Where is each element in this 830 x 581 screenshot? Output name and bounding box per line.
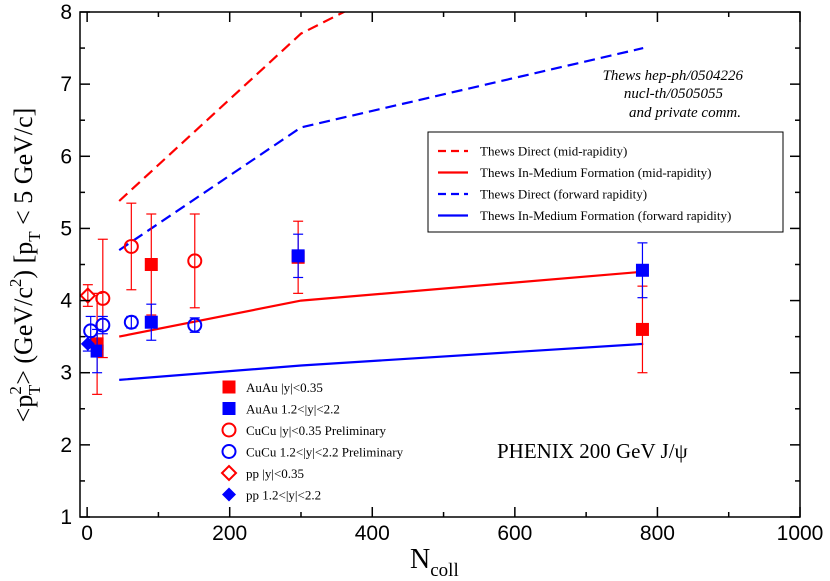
data-marker <box>83 323 99 339</box>
data-legend-label: pp 1.2<|y|<2.2 <box>246 488 321 503</box>
data-marker <box>90 344 104 358</box>
y-axis-label: <p2T> (GeV/c2) [pT < 5 GeV/c] <box>6 108 44 423</box>
data-legend-label: CuCu 1.2<|y|<2.2 Preliminary <box>246 445 404 460</box>
data-legend-label: AuAu |y|<0.35 <box>246 380 323 395</box>
theory-curves <box>118 12 644 381</box>
theory-curve <box>118 12 347 202</box>
data-marker <box>123 314 139 330</box>
svg-text:<p2T> (GeV/c2) [pT < 5 GeV/c]: <p2T> (GeV/c2) [pT < 5 GeV/c] <box>6 108 44 423</box>
y-tick-label: 8 <box>60 1 72 24</box>
x-tick-label: 1000 <box>777 522 824 545</box>
theory-legend-label: Thews In-Medium Formation (forward rapid… <box>480 208 731 223</box>
data-marker <box>222 402 236 415</box>
data-marker <box>123 238 139 254</box>
data-legend: AuAu |y|<0.35 AuAu 1.2<|y|<2.2 CuCu |y|<0.… <box>220 380 404 503</box>
y-tick-label: 6 <box>60 145 72 168</box>
y-tick-label: 7 <box>60 73 72 96</box>
data-legend-label: AuAu 1.2<|y|<2.2 <box>246 402 340 417</box>
data-marker <box>221 422 237 438</box>
theory-curve <box>118 47 644 252</box>
theory-legend-label: Thews Direct (forward rapidity) <box>480 187 647 202</box>
data-marker <box>635 322 649 336</box>
y-tick-label: 5 <box>60 217 72 240</box>
data-marker <box>222 380 236 394</box>
x-tick-label: 0 <box>81 522 93 545</box>
data-legend-label: CuCu |y|<0.35 Preliminary <box>246 423 387 438</box>
y-tick-label: 1 <box>60 506 72 529</box>
x-tick-label: 200 <box>212 522 247 545</box>
theory-legend-label: Thews In-Medium Formation (mid-rapidity) <box>480 165 711 180</box>
data-marker <box>222 487 236 502</box>
data-marker <box>95 317 111 333</box>
x-tick-label: 600 <box>497 522 532 545</box>
y-tick-label: 4 <box>60 290 72 313</box>
data-marker <box>635 263 649 277</box>
theory-legend-box <box>427 131 784 233</box>
annotation-line-2: nucl-th/0505055 <box>624 86 724 102</box>
theory-curve <box>119 342 644 381</box>
data-marker <box>79 287 97 304</box>
x-tick-label: 800 <box>640 522 675 545</box>
data-marker <box>291 249 305 263</box>
data-marker <box>95 290 111 306</box>
data-marker <box>221 444 237 459</box>
experiment-label: PHENIX 200 GeV J/ψ <box>497 439 688 463</box>
x-tick-label: 400 <box>355 522 390 545</box>
data-marker <box>144 258 158 271</box>
data-legend-label: pp |y|<0.35 <box>246 466 304 481</box>
axes: 0 200 400 600 800 1000 1 2 3 4 5 6 7 8 <box>60 1 823 545</box>
data-marker <box>220 464 238 482</box>
y-tick-label: 2 <box>60 434 72 457</box>
data-marker <box>80 336 95 351</box>
data-marker <box>187 317 203 333</box>
theory-legend: Thews Direct (mid-rapidity) Thews In-Medi… <box>438 144 731 223</box>
data-marker <box>144 315 158 329</box>
theory-curve <box>118 270 644 338</box>
y-tick-label: 3 <box>60 362 72 385</box>
annotation-line-1: Thews hep-ph/0504226 <box>603 68 744 84</box>
theory-legend-label: Thews Direct (mid-rapidity) <box>480 144 627 159</box>
data-marker <box>187 253 203 269</box>
x-axis-label: Ncoll <box>410 544 459 581</box>
annotation-line-3: and private comm. <box>629 105 741 121</box>
data-points <box>79 202 649 395</box>
